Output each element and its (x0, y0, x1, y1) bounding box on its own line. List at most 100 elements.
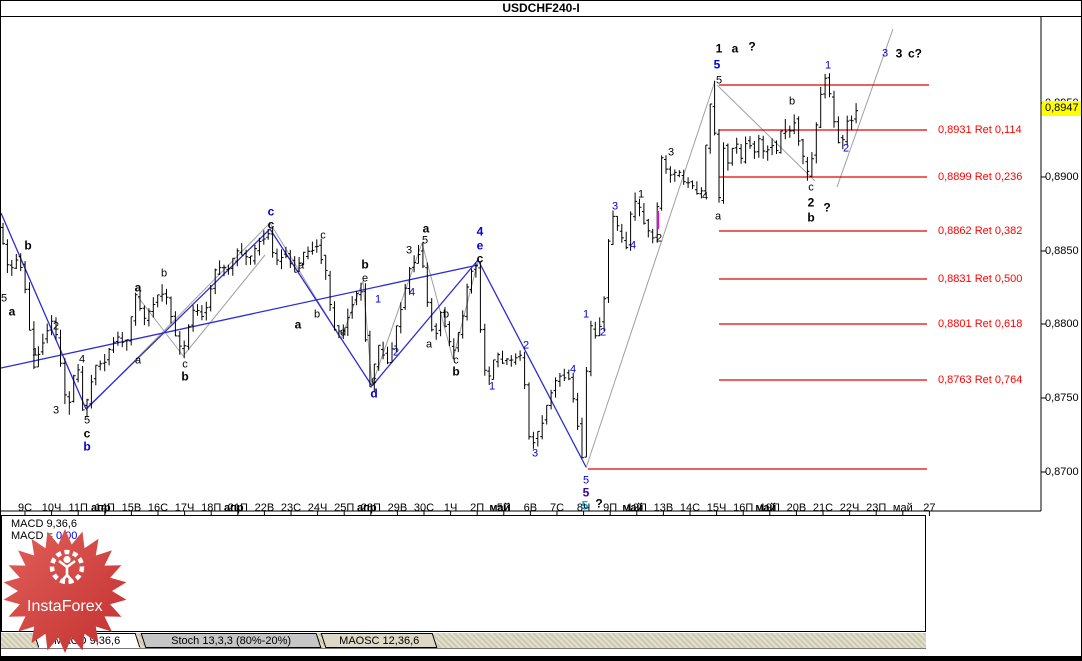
wave-label: 5 (581, 498, 589, 513)
wave-label: 2 (807, 195, 815, 210)
x-axis-label: 10Ч (41, 502, 62, 514)
wave-label: a (134, 354, 142, 367)
wave-label: e (476, 238, 484, 253)
price-chart-area[interactable] (1, 17, 1081, 495)
wave-label: 3 (895, 46, 903, 61)
fib-label: 0,8801 Ret 0,618 (938, 318, 1023, 330)
wave-label: a (134, 280, 142, 295)
wave-label: 2 (392, 346, 400, 359)
x-axis-label: 24Ч (307, 502, 328, 514)
wave-label: 1 (824, 59, 832, 72)
wave-label: 5 (713, 57, 721, 72)
x-axis-month-label: апр (357, 502, 377, 514)
wave-label: a (422, 221, 430, 236)
wave-label: b (807, 210, 815, 225)
x-axis-label: 21С (812, 502, 834, 514)
wave-label: b (313, 308, 321, 321)
wave-label: 3 (881, 47, 889, 60)
y-axis-label: 0,8700 (1045, 466, 1079, 478)
fib-label: 0,8763 Ret 0,764 (938, 374, 1023, 386)
wave-label: c (267, 217, 275, 232)
wave-label: c (476, 251, 484, 266)
chart-title: USDCHF240-I (1, 1, 1081, 17)
wave-label: 1 (715, 41, 723, 56)
current-price-badge: 0,8947 (1042, 101, 1081, 116)
x-axis-month-label: апр (91, 502, 111, 514)
x-axis-label: 6В (523, 502, 538, 514)
wave-label: ? (823, 200, 831, 215)
x-axis-label: 15В (121, 502, 142, 514)
macd-value-label: MACD = (11, 530, 53, 542)
wave-label: 1 (31, 346, 39, 359)
x-axis-label: 25П (334, 502, 355, 514)
wave-label: b (24, 238, 32, 253)
wave-label: 1 (374, 293, 382, 306)
wave-label: 2 (655, 232, 663, 245)
wave-label: d (370, 386, 378, 401)
wave-label: c (453, 354, 459, 367)
wave-label: 5 (582, 474, 590, 487)
x-axis-month-label: май (489, 502, 511, 514)
wave-label: c? (907, 46, 923, 61)
x-axis-label: 29В (387, 502, 408, 514)
wave-label: a (425, 338, 433, 351)
macd-indicator-panel[interactable] (1, 515, 926, 632)
wave-label: 5 (582, 485, 590, 500)
x-axis-label: 30С (413, 502, 435, 514)
x-axis-label: 20В (786, 502, 807, 514)
fib-label: 0,8831 Ret 0,500 (938, 273, 1023, 285)
wave-label: a (714, 210, 722, 223)
wave-label: ? (748, 39, 756, 54)
wave-label: 4 (701, 190, 709, 203)
y-axis-label: 0,8850 (1045, 245, 1079, 257)
wave-label: c (320, 229, 326, 242)
wave-label: 1 (582, 308, 590, 321)
wave-label: 5 (421, 234, 429, 247)
wave-label: 5 (83, 414, 91, 427)
x-axis-label: 15Ч (706, 502, 727, 514)
indicator-tabstrip: MACD 9,36,6 Stoch 13,3,3 (80%-20%) MAOSC… (1, 633, 926, 649)
x-axis-label: 18П (201, 502, 222, 514)
logo-text: InstaForex (27, 598, 103, 615)
wave-label: 4 (476, 224, 484, 239)
x-axis-label: 9С (17, 502, 33, 514)
fib-label: 0,8899 Ret 0,236 (938, 171, 1023, 183)
wave-label: a (8, 304, 16, 319)
x-axis-label: 7С (549, 502, 565, 514)
x-axis-label: 16С (147, 502, 169, 514)
wave-label: b (160, 267, 168, 280)
x-axis-label: 16П (733, 502, 754, 514)
x-axis-label: 27 (923, 502, 936, 514)
wave-label: 2 (842, 142, 850, 155)
instaforex-logo: InstaForex (3, 529, 127, 653)
tab-maosc[interactable]: MAOSC 12,36,6 (320, 633, 438, 648)
tab-stochastic[interactable]: Stoch 13,3,3 (80%-20%) (140, 633, 322, 648)
y-axis-label: 0,8750 (1045, 392, 1079, 404)
wave-label: a (731, 41, 739, 56)
x-axis-label: 23П (866, 502, 887, 514)
wave-label: 3 (611, 200, 619, 213)
window-bottom-border (1, 656, 1081, 660)
x-axis-label: 23С (280, 502, 302, 514)
wave-label: 4 (408, 286, 416, 299)
x-axis-month-label: май (755, 502, 777, 514)
wave-label: 2 (522, 339, 530, 352)
wave-label: 4 (629, 239, 637, 252)
fib-label: 0,8862 Ret 0,382 (938, 225, 1023, 237)
x-axis-label: 2П (470, 502, 485, 514)
wave-label: c (267, 204, 275, 219)
wave-label: c (182, 358, 188, 371)
x-axis-label: 14П (94, 502, 115, 514)
y-axis-label: 0,8900 (1045, 171, 1079, 183)
wave-label: e (361, 272, 369, 285)
wave-label: b (181, 369, 189, 384)
y-axis-label: 0,8800 (1045, 318, 1079, 330)
wave-label: 5 (0, 292, 8, 305)
wave-label: c (83, 426, 91, 441)
x-axis-label: 14С (679, 502, 701, 514)
wave-label: 3 (52, 404, 60, 417)
x-axis-label: 13В (653, 502, 674, 514)
wave-label: 1 (637, 188, 645, 201)
wave-label: 5 (715, 74, 723, 87)
